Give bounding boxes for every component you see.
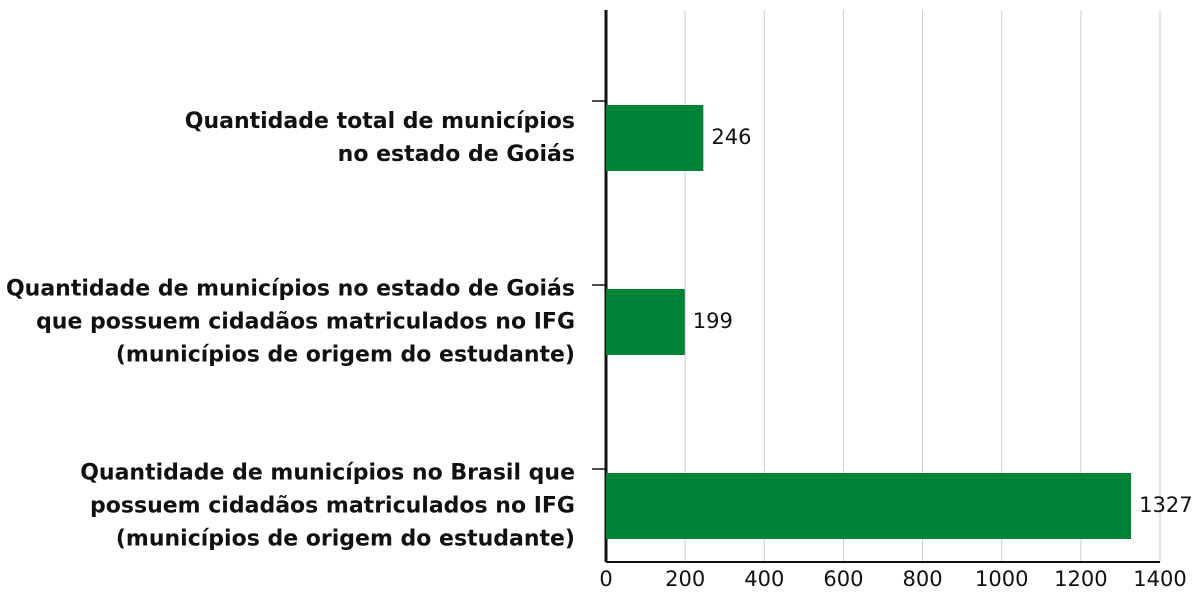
x-tick-label: 200 [665,567,705,591]
x-tick-label: 400 [744,567,784,591]
x-tick-label: 1200 [1054,567,1107,591]
y-tick-label: Quantidade total de municípios no estado… [184,109,575,167]
y-tick-label: Quantidade de municípios no Brasil que p… [80,460,575,552]
x-tick-label: 600 [823,567,863,591]
bar [606,105,704,171]
bar [606,473,1132,539]
bar [606,289,685,355]
x-tick-label: 0 [599,567,612,591]
value-label: 199 [693,309,733,333]
x-tick-label: 800 [903,567,943,591]
value-label: 1327 [1139,493,1192,517]
value-label: 246 [711,125,751,149]
y-tick-label: Quantidade de municípios no estado de Go… [5,276,575,368]
x-tick-label: 1000 [975,567,1028,591]
x-tick-label: 1400 [1133,567,1186,591]
